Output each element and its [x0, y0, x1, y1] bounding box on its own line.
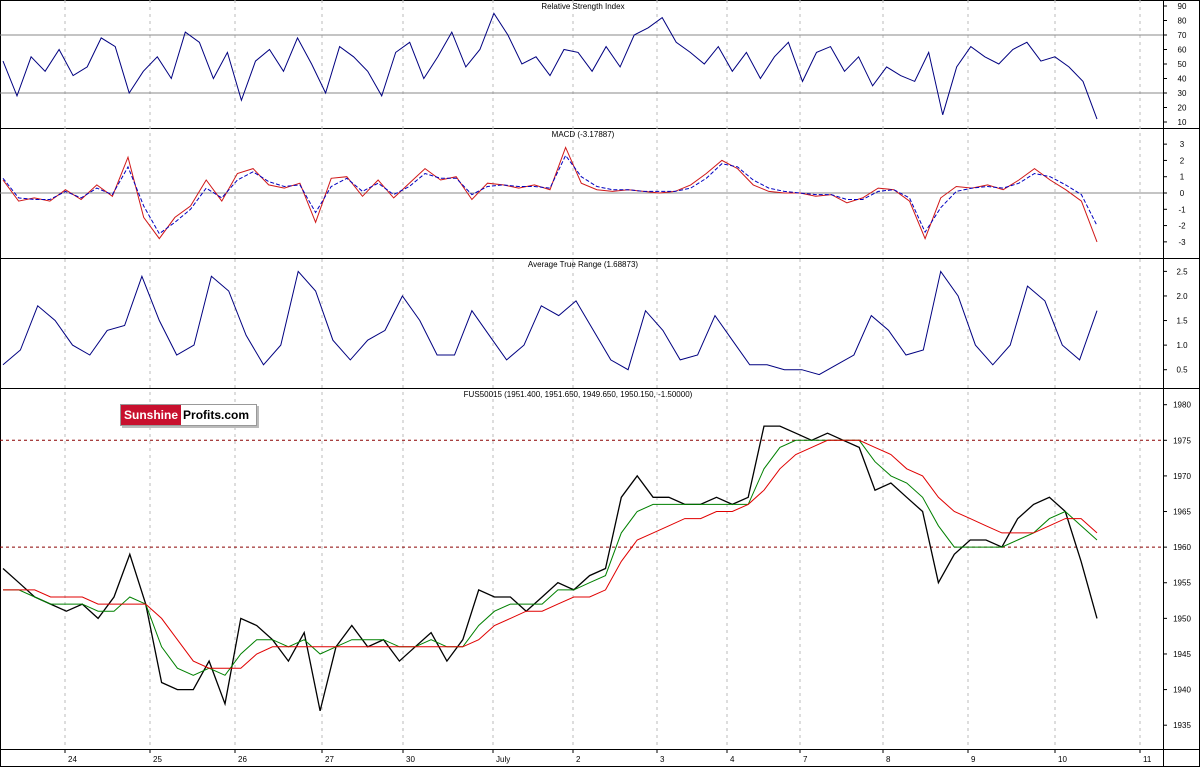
y-tick-label: 1935 [1173, 721, 1191, 730]
x-tick-label: 4 [730, 755, 735, 764]
panel-title: FUS50015 (1951.400, 1951.650, 1949.650, … [464, 390, 693, 399]
logo-part-2: Profits.com [183, 408, 250, 422]
series-line [2, 154, 1098, 235]
y-tick-label: 2.5 [1176, 267, 1188, 276]
y-tick-label: 1955 [1173, 579, 1191, 588]
x-tick-label: 26 [238, 755, 247, 764]
y-tick-label: 90 [1178, 2, 1187, 11]
y-tick-label: 2.0 [1176, 292, 1188, 301]
y-tick-label: 0 [1180, 189, 1185, 198]
x-tick-label: 9 [971, 755, 976, 764]
y-tick-label: 30 [1178, 89, 1187, 98]
y-tick-label: 1.5 [1176, 317, 1188, 326]
series-line [3, 439, 1098, 669]
y-tick-label: 1 [1180, 173, 1185, 182]
y-tick-label: 1965 [1173, 508, 1191, 517]
y-tick-label: 20 [1178, 104, 1187, 113]
y-tick-label: 1960 [1173, 543, 1191, 552]
x-tick-label: 7 [803, 755, 808, 764]
x-tick-label: 30 [406, 755, 415, 764]
y-tick-label: 0.5 [1176, 366, 1188, 375]
logo-part-1: Sunshine [121, 405, 182, 425]
x-tick-label: 24 [68, 755, 77, 764]
y-tick-label: -3 [1178, 238, 1186, 247]
x-tick-label: 10 [1058, 755, 1067, 764]
series-line [2, 146, 1098, 243]
y-tick-label: 3 [1180, 140, 1185, 149]
y-tick-label: 40 [1178, 75, 1187, 84]
panel-title: MACD (-3.17887) [552, 130, 615, 139]
x-tick-label: 2 [576, 755, 581, 764]
y-tick-label: 70 [1178, 31, 1187, 40]
y-tick-label: 1940 [1173, 686, 1191, 695]
x-tick-label: 27 [325, 755, 334, 764]
series-line [2, 12, 1098, 120]
y-tick-label: 1970 [1173, 472, 1191, 481]
y-tick-label: 10 [1178, 118, 1187, 127]
y-tick-label: 50 [1178, 60, 1187, 69]
x-tick-label: July [496, 755, 510, 764]
x-tick-label: 8 [886, 755, 891, 764]
series-line [3, 439, 1098, 676]
y-tick-label: 2 [1180, 156, 1185, 165]
y-tick-label: 60 [1178, 46, 1187, 55]
panel-title: Relative Strength Index [541, 2, 624, 11]
x-tick-label: 25 [153, 755, 162, 764]
y-tick-label: 80 [1178, 17, 1187, 26]
y-tick-label: -2 [1178, 222, 1186, 231]
y-tick-label: -1 [1178, 205, 1186, 214]
series-line [2, 425, 1098, 712]
y-tick-label: 1980 [1173, 401, 1191, 410]
y-tick-label: 1975 [1173, 436, 1191, 445]
y-tick-label: 1950 [1173, 614, 1191, 623]
y-tick-label: 1945 [1173, 650, 1191, 659]
series-line [2, 270, 1098, 376]
x-tick-label: 3 [660, 755, 665, 764]
panel-title: Average True Range (1.68873) [528, 260, 638, 269]
sunshine-profits-logo: Sunshine Profits.com [120, 404, 257, 426]
x-tick-label: 11 [1143, 755, 1152, 764]
y-tick-label: 1.0 [1176, 341, 1188, 350]
